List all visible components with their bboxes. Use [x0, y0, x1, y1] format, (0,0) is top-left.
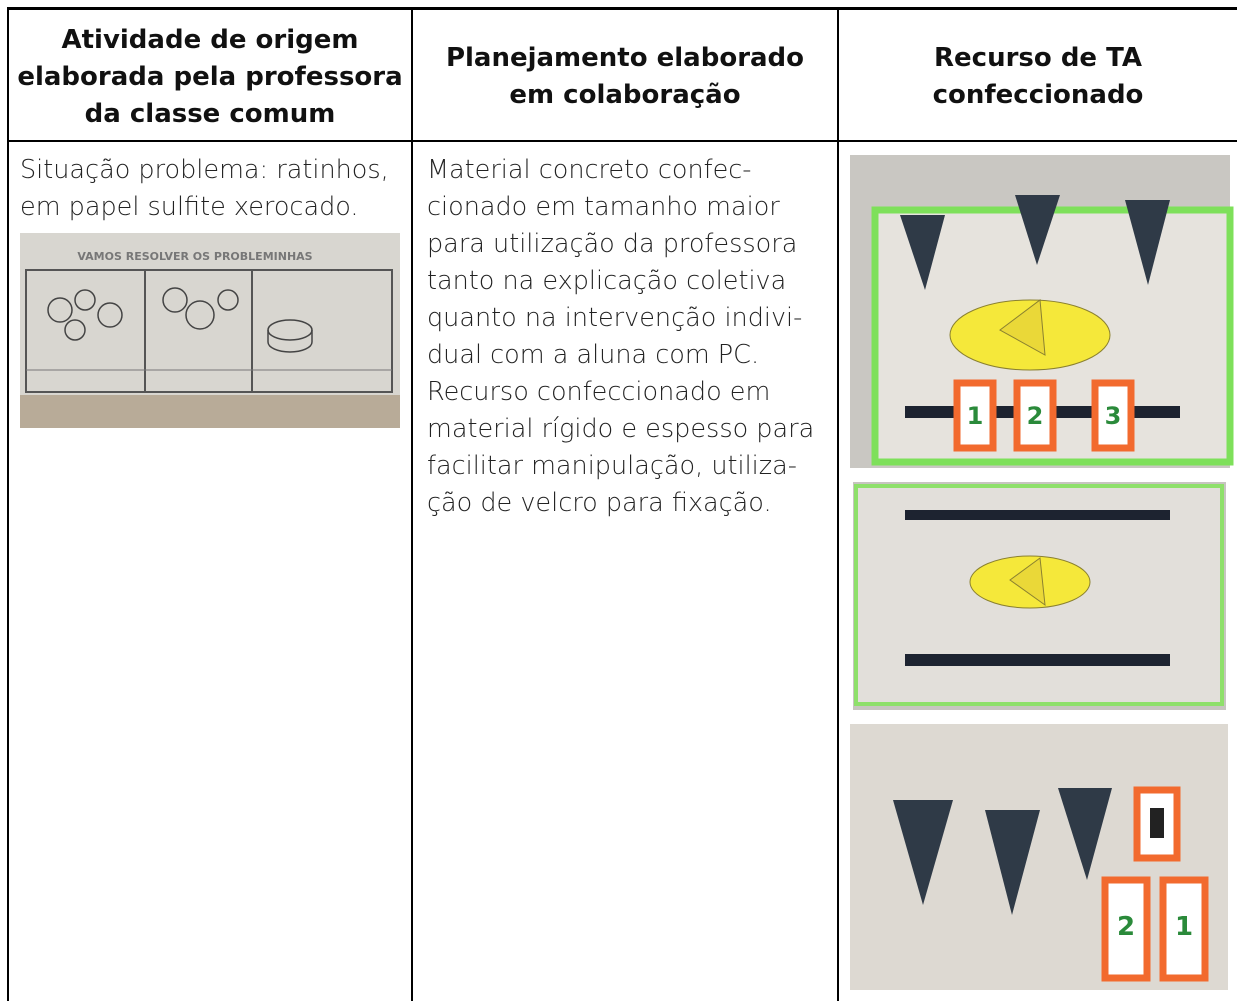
mice-photo: 2 1: [850, 724, 1228, 990]
text-line: ção de velcro para fixação.: [427, 488, 772, 518]
card-label: 1: [1175, 912, 1193, 942]
card-label: 3: [1105, 402, 1122, 430]
header-cell: Atividade de origem elaborada pela profe…: [9, 22, 411, 133]
worksheet-photo: VAMOS RESOLVER OS PROBLEMINHAS: [20, 233, 400, 428]
text-line: em papel sulfite xerocado.: [20, 192, 359, 222]
photo-text: VAMOS RESOLVER OS PROBLEMINHAS: [77, 250, 312, 263]
card: [1091, 379, 1135, 452]
body-cell: Material concreto confec- cionado em tam…: [427, 152, 835, 522]
text-line: Material concreto confec-: [427, 155, 752, 185]
text-line: confeccionado: [932, 80, 1144, 110]
col-border: [7, 7, 9, 1001]
board-photo: 1 2 3: [850, 155, 1234, 468]
text-line: quanto na intervenção indivi-: [427, 303, 803, 333]
text-line: em colaboração: [509, 80, 741, 110]
text-line: Planejamento elaborado: [445, 43, 805, 73]
text-line: Atividade de origem: [61, 25, 359, 55]
card: [1013, 379, 1057, 452]
text-line: facilitar manipulação, utiliza-: [427, 451, 797, 481]
card-label: 2: [1117, 912, 1135, 942]
table-top-border: [7, 7, 1237, 10]
text-line: para utilização da professora: [427, 229, 798, 259]
header-cell: Recurso de TA confeccionado: [839, 40, 1237, 114]
text-line: tanto na explicação coletiva: [427, 266, 787, 296]
card-label: 1: [967, 402, 984, 430]
text-line: Recurso de TA: [934, 43, 1142, 73]
text-line: da classe comum: [84, 99, 336, 129]
header-border: [7, 140, 1237, 142]
text-line: Recurso confeccionado em: [427, 377, 771, 407]
body-cell: Situação problema: ratinhos, em papel su…: [20, 152, 410, 226]
board-photo: [853, 482, 1226, 710]
header-cell: Planejamento elaborado em colaboração: [413, 40, 837, 114]
text-line: cionado em tamanho maior: [427, 192, 780, 222]
card-label: 2: [1027, 402, 1044, 430]
text-line: elaborada pela professora: [17, 62, 403, 92]
text-line: Situação problema: ratinhos,: [20, 155, 389, 185]
card: [953, 379, 997, 452]
col-border: [837, 7, 839, 1001]
text-line: material rígido e espesso para: [427, 414, 815, 444]
col-border: [411, 7, 413, 1001]
text-line: dual com a aluna com PC.: [427, 340, 760, 370]
